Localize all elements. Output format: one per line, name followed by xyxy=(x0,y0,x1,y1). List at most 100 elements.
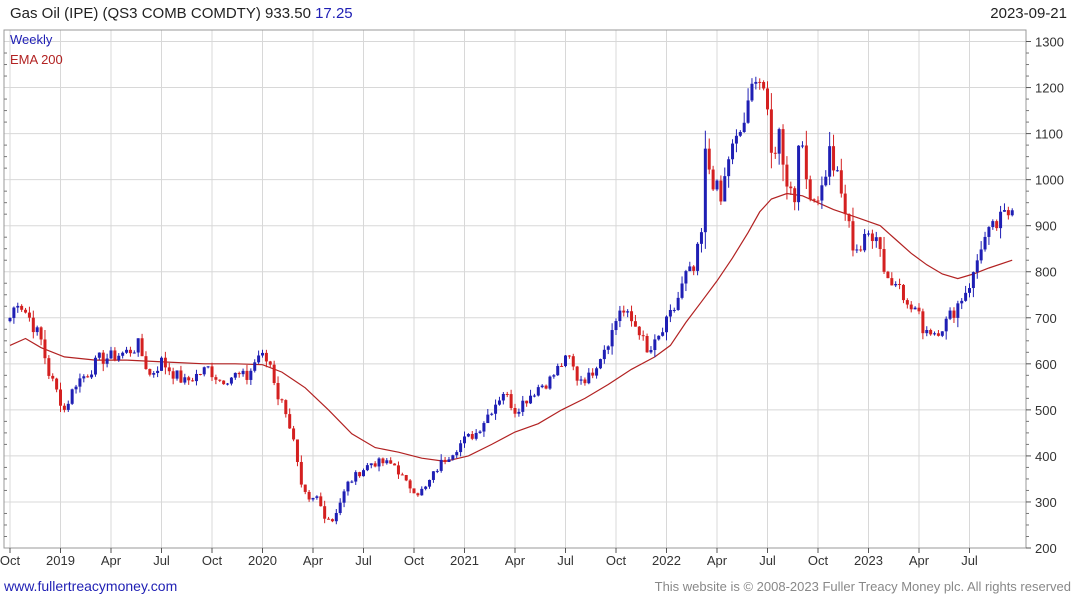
candle xyxy=(909,301,913,313)
candle xyxy=(532,393,536,398)
candle-body xyxy=(334,513,338,522)
website-link[interactable]: www.fullertreacymoney.com xyxy=(4,578,178,594)
candle-body xyxy=(295,439,299,462)
candle xyxy=(501,392,505,405)
candle-body xyxy=(886,271,890,279)
candle xyxy=(699,228,703,253)
candle xyxy=(163,351,167,375)
candle-body xyxy=(105,358,109,364)
candle xyxy=(12,306,16,324)
candle-body xyxy=(661,332,665,336)
candle xyxy=(373,461,377,468)
candle-body xyxy=(144,356,148,370)
candle xyxy=(983,231,987,252)
candle-body xyxy=(365,465,369,471)
candle-body xyxy=(905,300,909,305)
candle xyxy=(680,276,684,300)
candle-body xyxy=(362,470,365,477)
candle-body xyxy=(1010,210,1014,216)
candle-body xyxy=(346,481,350,492)
candle-body xyxy=(517,411,521,414)
candle-body xyxy=(478,431,482,433)
candle-body xyxy=(579,379,583,381)
chart-date: 2023-09-21 xyxy=(990,5,1067,22)
candle xyxy=(804,130,808,190)
candle xyxy=(610,323,614,355)
candle xyxy=(474,429,478,441)
candle-body xyxy=(396,465,400,475)
candle-body xyxy=(268,361,272,365)
candle-body xyxy=(447,459,451,462)
candle-body xyxy=(284,400,288,415)
candle-body xyxy=(400,474,404,476)
candle xyxy=(148,368,152,377)
candle-body xyxy=(711,169,715,190)
candle xyxy=(171,367,175,385)
candle-body xyxy=(952,310,956,318)
candle xyxy=(707,138,711,175)
candle xyxy=(455,450,459,459)
candle-body xyxy=(463,436,466,444)
candle xyxy=(968,283,971,298)
candle xyxy=(362,468,365,477)
candle xyxy=(443,456,447,465)
candle-body xyxy=(719,180,723,202)
candle-body xyxy=(913,307,917,310)
candle xyxy=(334,509,338,525)
candle xyxy=(400,472,404,476)
candle xyxy=(723,167,727,202)
candle-body xyxy=(614,321,618,331)
candle xyxy=(606,345,610,355)
candle-body xyxy=(812,199,816,201)
candle xyxy=(979,241,983,264)
candle-body xyxy=(241,370,245,375)
candle xyxy=(206,366,210,369)
candle-body xyxy=(229,377,233,384)
x-tick-label: Oct xyxy=(606,553,627,568)
candle-body xyxy=(222,380,226,385)
candle xyxy=(105,353,109,368)
candle xyxy=(264,349,268,368)
candle xyxy=(43,329,47,365)
candle-body xyxy=(338,502,342,514)
candle-body xyxy=(70,389,74,404)
candle-body xyxy=(696,243,700,271)
chart-title: Gas Oil (IPE) (QS3 COMB COMDTY) 933.50 1… xyxy=(10,5,353,22)
candle-body xyxy=(47,358,51,376)
candle-body xyxy=(82,376,86,379)
candle xyxy=(261,349,264,358)
candle-body xyxy=(975,260,979,273)
candle-body xyxy=(24,309,28,313)
candle xyxy=(622,305,626,317)
candle-body xyxy=(575,366,579,381)
candle xyxy=(175,370,179,381)
candle-body xyxy=(311,497,315,500)
copyright-notice: This website is © 2008-2023 Fuller Treac… xyxy=(654,579,1071,594)
candle-body xyxy=(890,278,894,286)
candle xyxy=(284,399,288,418)
candle-body xyxy=(319,496,323,507)
candle-body xyxy=(369,463,373,466)
x-tick-label: Jul xyxy=(961,553,978,568)
candle-body xyxy=(762,82,766,89)
candle-body xyxy=(703,148,707,233)
x-tick-label: 2020 xyxy=(248,553,277,568)
candle xyxy=(350,480,354,484)
candle-body xyxy=(684,271,688,284)
candle xyxy=(630,305,634,327)
candle xyxy=(855,244,859,254)
candle-body xyxy=(921,311,925,334)
candle xyxy=(556,363,560,376)
candle xyxy=(257,350,261,364)
candle-body xyxy=(870,233,874,242)
candle xyxy=(575,365,579,386)
candle-body xyxy=(750,83,754,101)
x-tick-label: 2023 xyxy=(854,553,883,568)
candle-body xyxy=(191,380,195,382)
candle xyxy=(354,470,358,485)
candles xyxy=(8,76,1014,525)
candle-body xyxy=(672,309,676,311)
candle xyxy=(692,265,696,276)
candle xyxy=(925,326,929,337)
